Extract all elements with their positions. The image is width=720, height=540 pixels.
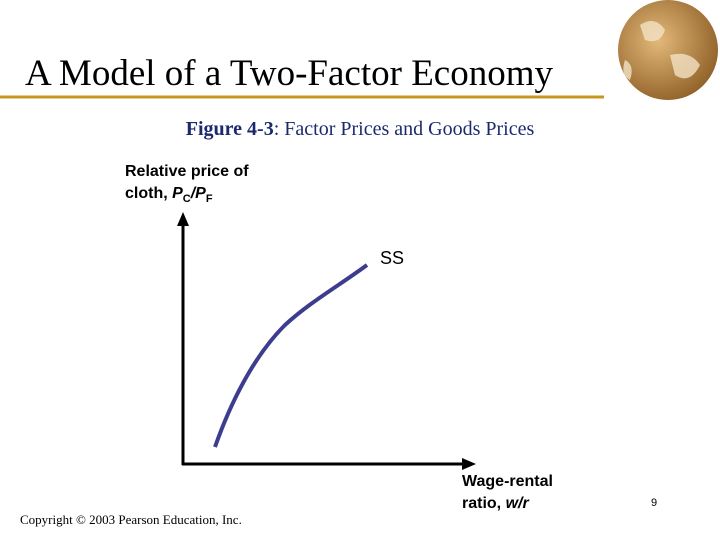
- y-label-sub: C: [183, 193, 191, 205]
- globe-land: [623, 21, 700, 80]
- copyright: Copyright © 2003 Pearson Education, Inc.: [20, 512, 242, 527]
- figure-title: : Factor Prices and Goods Prices: [274, 118, 535, 140]
- y-label-part: cloth,: [125, 185, 172, 202]
- x-axis-label: ratio, w/r: [462, 495, 529, 512]
- y-label-part: /P: [190, 185, 206, 202]
- y-label-part: P: [172, 185, 183, 202]
- y-arrow: [177, 212, 189, 226]
- x-axis-label: Wage-rental: [462, 473, 553, 490]
- figure-caption: Figure 4-3: Factor Prices and Goods Pric…: [186, 118, 535, 140]
- x-label-part: ratio,: [462, 495, 506, 512]
- ss-curve: [213, 263, 369, 448]
- curve-label: SS: [380, 248, 404, 268]
- y-axis-label: cloth, PC/PF: [125, 185, 213, 205]
- x-arrow: [462, 458, 476, 470]
- page-number: 9: [651, 497, 657, 509]
- slide-title: A Model of a Two-Factor Economy: [25, 53, 553, 94]
- globe: [618, 0, 718, 100]
- y-label-sub: F: [206, 193, 213, 205]
- figure-label: Figure 4-3: [186, 118, 274, 140]
- x-label-part: w/r: [506, 495, 530, 512]
- y-axis-label: Relative price of: [125, 163, 249, 180]
